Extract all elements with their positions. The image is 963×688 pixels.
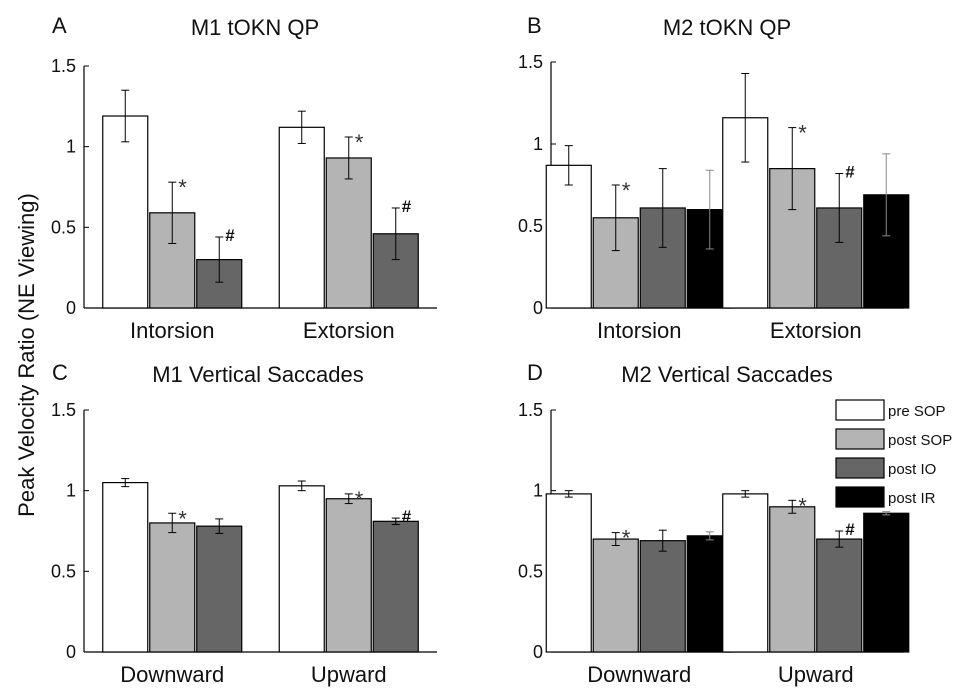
bar-post-sop (149, 522, 196, 653)
y-tick-label: 1 (533, 134, 543, 154)
significance-hash: # (402, 507, 412, 526)
legend-swatch (835, 486, 885, 508)
y-tick-label: 0.5 (518, 561, 543, 581)
y-tick-label: 1.5 (518, 52, 543, 72)
panel-letter: A (52, 13, 67, 38)
x-category-label: Extorsion (770, 318, 862, 343)
x-category-label: Upward (311, 662, 387, 687)
panel-d: D M2 Vertical Saccades 0 0.5 1 1.5 * Downward * #… (518, 360, 952, 687)
y-axis-label: Peak Velocity Ratio (NE Viewing) (14, 193, 39, 517)
bar-post-ir (863, 512, 910, 653)
legend-label: post SOP (888, 432, 952, 449)
significance-star: * (355, 130, 364, 155)
legend: pre SOP post SOP post IO post IR (835, 399, 952, 508)
bar-post-sop (325, 498, 372, 653)
y-tick-label: 0.5 (51, 561, 76, 581)
y-tick-label: 1 (66, 481, 76, 501)
panel-letter: D (527, 360, 543, 385)
bar-post-sop (592, 538, 639, 653)
legend-swatch (835, 399, 885, 421)
y-tick-label: 0.5 (518, 216, 543, 236)
panel-letter: C (52, 360, 68, 385)
x-category-label: Downward (587, 662, 691, 687)
y-tick-label: 0 (66, 642, 76, 662)
significance-star: * (178, 506, 187, 531)
bar-pre-sop (545, 493, 592, 653)
bar-post-io (196, 525, 243, 653)
y-tick-label: 1.5 (518, 400, 543, 420)
legend-label: pre SOP (888, 403, 946, 420)
significance-star: * (798, 493, 807, 518)
y-tick-label: 0.5 (51, 217, 76, 237)
panel-c: C M1 Vertical Saccades 0 0.5 1 1.5 * Downward * #… (51, 360, 437, 687)
x-category-label: Intorsion (130, 318, 214, 343)
significance-star: * (622, 178, 631, 203)
bar-pre-sop (545, 164, 592, 309)
y-tick-label: 1.5 (51, 400, 76, 420)
panel-letter: B (527, 13, 542, 38)
bar-post-io (816, 538, 863, 653)
panel-title: M2 tOKN QP (663, 15, 791, 40)
y-tick-label: 0 (533, 642, 543, 662)
legend-label: post IO (888, 461, 936, 478)
significance-star: * (622, 526, 631, 551)
x-category-label: Upward (778, 662, 854, 687)
panel-a: A M1 tOKN QP 0 0.5 1 1.5 * # Intorsion * # Extorsio… (51, 13, 437, 343)
y-tick-label: 1.5 (51, 56, 76, 76)
x-category-label: Downward (120, 662, 224, 687)
bar-pre-sop (278, 485, 325, 653)
y-tick-label: 1 (533, 481, 543, 501)
panel-title: M1 tOKN QP (191, 15, 319, 40)
significance-star: * (178, 175, 187, 200)
y-tick-label: 0 (533, 298, 543, 318)
significance-star: * (798, 121, 807, 146)
significance-star: * (355, 487, 364, 512)
x-category-label: Extorsion (303, 318, 395, 343)
significance-hash: # (845, 520, 855, 539)
x-category-label: Intorsion (597, 318, 681, 343)
significance-hash: # (402, 197, 412, 216)
y-tick-label: 0 (66, 298, 76, 318)
bar-pre-sop (102, 482, 149, 653)
bar-post-sop (769, 506, 816, 653)
panel-b: B M2 tOKN QP 0 0.5 1 1.5 * Intorsion * # Extorsion (518, 13, 910, 343)
bar-post-sop (325, 157, 372, 309)
panel-title: M2 Vertical Saccades (621, 362, 833, 387)
significance-hash: # (225, 226, 235, 245)
bar-post-io (639, 540, 686, 653)
legend-label: post IR (888, 490, 936, 507)
significance-hash: # (845, 163, 855, 182)
bar-pre-sop (278, 126, 325, 309)
panel-title: M1 Vertical Saccades (152, 362, 364, 387)
legend-swatch (835, 457, 885, 479)
y-tick-label: 1 (66, 137, 76, 157)
bar-post-io (372, 520, 419, 653)
legend-swatch (835, 428, 885, 450)
bar-pre-sop (722, 493, 769, 653)
bar-pre-sop (102, 115, 149, 309)
